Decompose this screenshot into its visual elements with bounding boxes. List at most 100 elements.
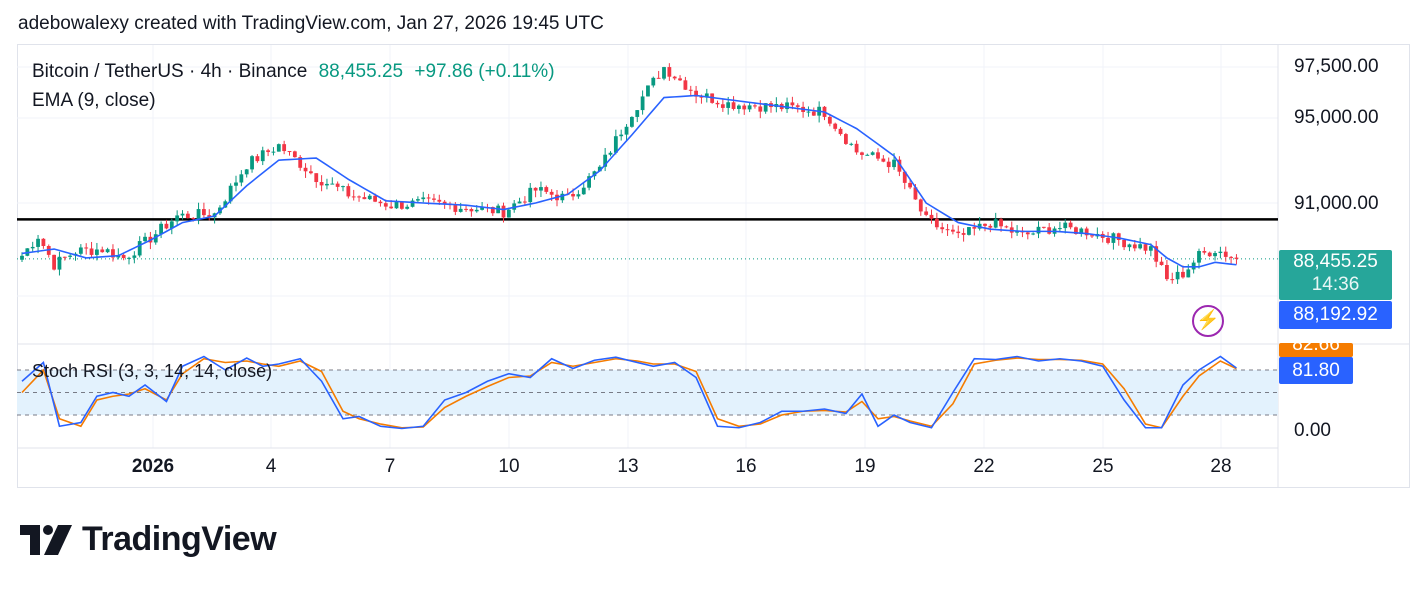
candle-body <box>36 238 40 247</box>
ema-line <box>21 94 1237 268</box>
candle-body <box>1191 262 1196 270</box>
candle-body <box>892 159 896 168</box>
candle-body <box>656 77 661 79</box>
candle-body <box>1079 228 1084 234</box>
tradingview-logo[interactable]: TradingView <box>20 520 277 559</box>
candle-body <box>330 183 335 185</box>
last-price-label: 88,455.25 <box>318 61 404 82</box>
stoch-d-tag: 81.80 <box>1279 357 1353 384</box>
candle-body <box>1004 226 1009 228</box>
candle-body <box>988 225 993 228</box>
candle-body <box>100 249 105 253</box>
candle-body <box>68 255 73 257</box>
candle-body <box>1170 279 1175 281</box>
date-axis-label: 4 <box>265 456 277 477</box>
symbol-legend[interactable]: Bitcoin / TetherUS · 4h · Binance 88,455… <box>32 61 555 83</box>
price-axis-label: 97,500.00 <box>1294 56 1379 77</box>
candle-body <box>378 201 383 204</box>
candle-body <box>89 248 94 255</box>
candle-body <box>303 167 308 172</box>
candle-body <box>1058 228 1062 230</box>
price-change-label: +97.86 (+0.11%) <box>414 61 555 82</box>
ema-legend[interactable]: EMA (9, close) <box>32 90 156 111</box>
candle-body <box>886 161 891 168</box>
candle-body <box>999 219 1003 227</box>
current-price-value: 88,455.25 <box>1293 251 1378 272</box>
candle-body <box>341 186 345 188</box>
date-axis-label: 19 <box>854 456 876 477</box>
candle-body <box>164 223 169 229</box>
candle-body <box>613 136 618 153</box>
candle-body <box>121 254 126 259</box>
candle-body <box>410 200 415 207</box>
candle-body <box>876 152 880 159</box>
candle-body <box>1202 251 1207 253</box>
candle-body <box>234 182 238 186</box>
candle-body <box>266 150 270 153</box>
candle-body <box>1025 232 1030 235</box>
candle-body <box>651 77 656 86</box>
candle-body <box>731 102 736 109</box>
candle-body <box>153 234 158 243</box>
candle-body <box>362 197 367 200</box>
candle-body <box>1229 256 1233 258</box>
candle-body <box>956 231 961 234</box>
candle-body <box>95 249 99 255</box>
support-line <box>17 218 1278 260</box>
candle-body <box>464 208 468 210</box>
stoch-k-line <box>21 355 1237 430</box>
candle-body <box>314 173 319 183</box>
candle-body <box>394 201 399 209</box>
brand-name: TradingView <box>82 520 277 558</box>
candle-body <box>1063 222 1068 229</box>
candle-body <box>1213 253 1217 257</box>
candle-body <box>458 208 463 212</box>
candle-body <box>1175 271 1180 280</box>
candle-body <box>399 201 404 209</box>
candle-body <box>1207 252 1212 257</box>
candle-body <box>244 169 249 175</box>
candle-body <box>763 103 768 112</box>
date-axis-label: 13 <box>617 456 639 477</box>
candle-body <box>870 152 875 155</box>
candle-body <box>913 187 918 200</box>
candle-body <box>849 143 854 145</box>
candle-body <box>865 154 870 156</box>
candle-body <box>132 255 137 258</box>
stoch-rsi-legend[interactable]: Stoch RSI (3, 3, 14, 14, close) <box>32 361 273 381</box>
candle-body <box>688 89 693 91</box>
date-axis-label: 7 <box>384 456 396 477</box>
candle-body <box>1165 265 1169 280</box>
candle-body <box>806 111 811 113</box>
candle-body <box>20 255 24 260</box>
stoch-k-tag: 82.66 <box>1279 343 1353 357</box>
candle-body <box>432 198 436 200</box>
candle-body <box>373 195 377 202</box>
candle-body <box>52 254 56 270</box>
candle-body <box>41 238 46 247</box>
candle-body <box>1181 271 1185 278</box>
candle-body <box>276 144 281 152</box>
candle-body <box>490 207 495 214</box>
candle-body <box>993 219 998 228</box>
candle-body <box>1041 226 1046 228</box>
lightning-bolt-icon[interactable]: ⚡ <box>1192 305 1224 337</box>
candle-body <box>881 158 886 162</box>
candle-body <box>239 174 244 183</box>
candle-body <box>528 187 533 203</box>
candle-body <box>587 176 591 188</box>
candle-body <box>191 218 196 220</box>
candle-body <box>533 187 538 191</box>
candle-body <box>967 227 971 235</box>
candle-body <box>196 209 201 220</box>
candle-body <box>442 201 447 204</box>
candle-body <box>608 152 613 155</box>
candle-body <box>662 67 666 79</box>
candle-body <box>282 144 287 152</box>
tradingview-logo-icon <box>20 524 72 555</box>
candle-body <box>1186 269 1191 278</box>
candle-body <box>924 211 929 215</box>
candle-body <box>469 209 474 212</box>
candle-body <box>57 256 62 270</box>
